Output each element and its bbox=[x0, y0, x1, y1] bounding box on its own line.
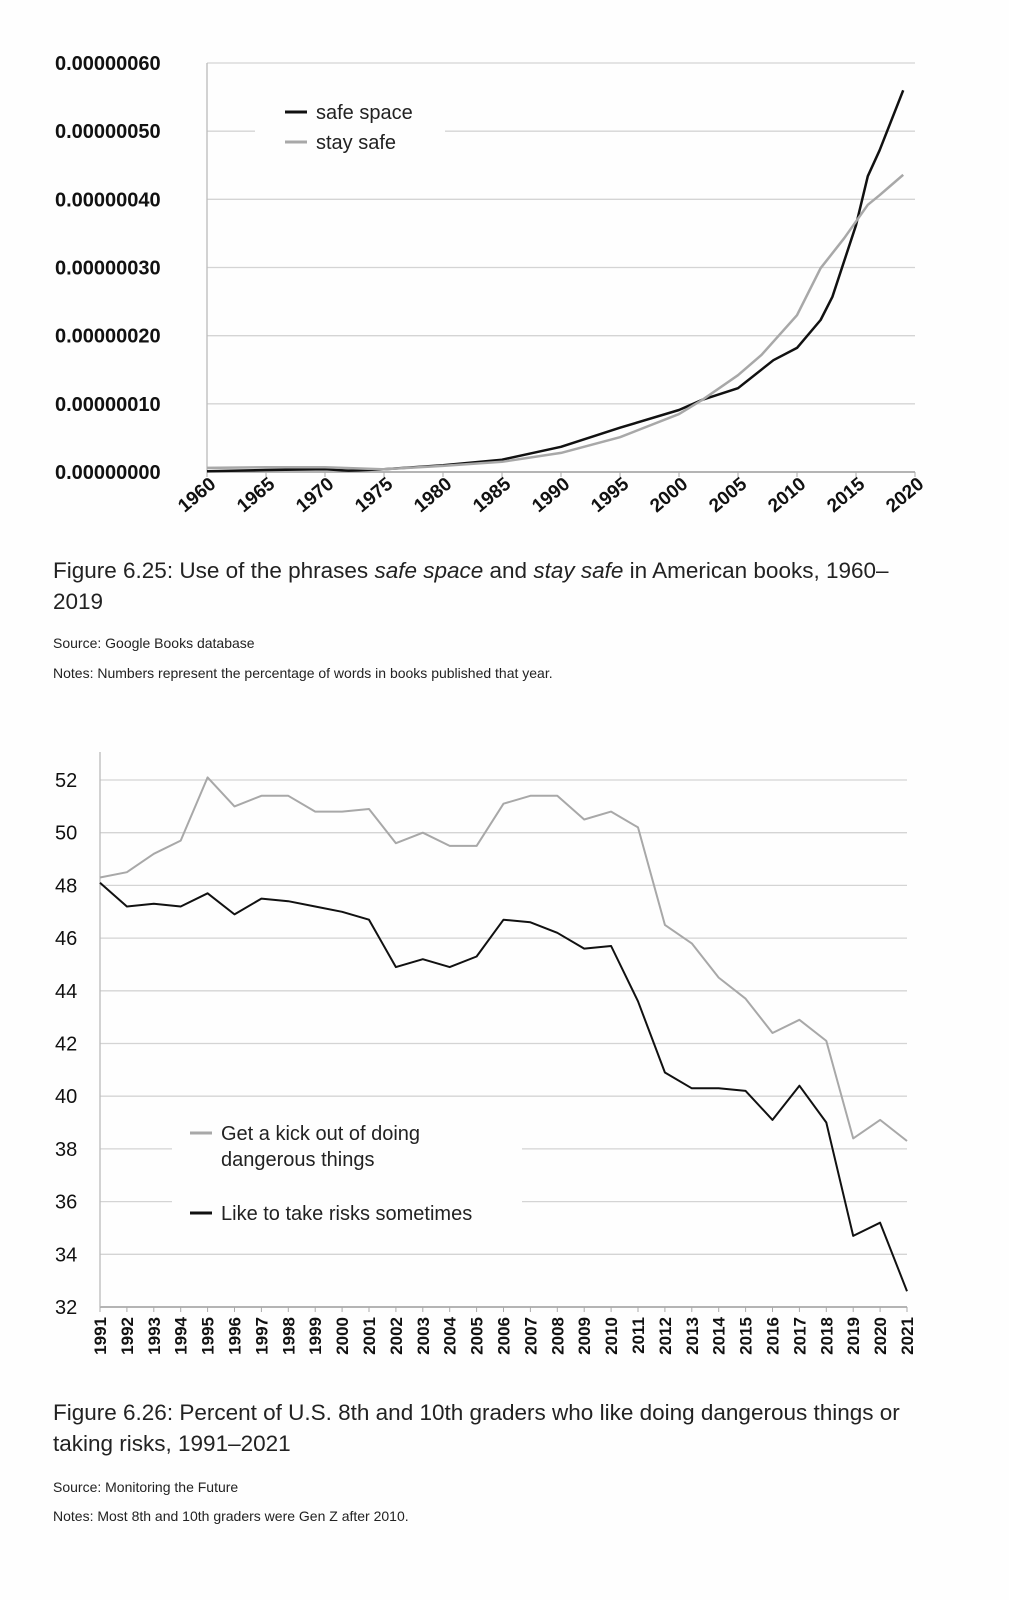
caption-italic: safe space bbox=[374, 558, 484, 583]
x-tick-label: 2002 bbox=[387, 1317, 406, 1355]
series-line-stay-safe bbox=[206, 173, 905, 471]
y-tick-label: 46 bbox=[55, 928, 77, 950]
x-tick-label: 2018 bbox=[817, 1317, 836, 1355]
legend-label: Like to take risks sometimes bbox=[221, 1203, 472, 1225]
x-tick-label: 1994 bbox=[172, 1316, 191, 1354]
x-tick-label: 2010 bbox=[602, 1317, 621, 1355]
x-tick-label: 2012 bbox=[656, 1317, 675, 1355]
x-tick-label: 2007 bbox=[521, 1317, 540, 1355]
y-tick-label: 50 bbox=[55, 823, 77, 845]
caption-text: Figure 6.25: Use of the phrases bbox=[53, 558, 375, 583]
y-tick-label: 34 bbox=[55, 1244, 77, 1266]
x-tick-label: 1999 bbox=[306, 1317, 325, 1355]
y-tick-label: 0.00000020 bbox=[55, 326, 161, 348]
caption-italic: stay safe bbox=[533, 558, 624, 583]
x-tick-label: 2013 bbox=[683, 1317, 702, 1355]
x-tick-label: 1998 bbox=[279, 1317, 298, 1355]
figure-6-25-caption: Figure 6.25: Use of the phrases safe spa… bbox=[53, 555, 933, 617]
y-tick-label: 36 bbox=[55, 1192, 77, 1214]
legend-label: stay safe bbox=[316, 132, 396, 154]
x-tick-label: 2021 bbox=[898, 1317, 917, 1355]
x-tick-label: 2001 bbox=[360, 1317, 379, 1355]
x-tick-label: 1993 bbox=[145, 1317, 164, 1355]
y-tick-label: 0.00000010 bbox=[55, 394, 161, 416]
series-line-get-a-kick-out-of-doing-dangerous-things bbox=[99, 776, 908, 1142]
figure-6-25-source: Source: Google Books database bbox=[53, 635, 255, 651]
x-tick-label: 1991 bbox=[91, 1317, 110, 1355]
y-tick-label: 0.00000000 bbox=[55, 462, 161, 484]
y-tick-label: 52 bbox=[55, 770, 77, 792]
figure-6-26-caption: Figure 6.26: Percent of U.S. 8th and 10t… bbox=[53, 1400, 900, 1456]
x-tick-label: 2020 bbox=[871, 1317, 890, 1355]
x-tick-label: 2014 bbox=[710, 1316, 729, 1354]
chart-safe-space: 0.00000000 0.00000010 0.00000020 0.00000030… bbox=[55, 53, 928, 517]
y-tick-label: 40 bbox=[55, 1086, 77, 1108]
x-tick-label: 2015 bbox=[737, 1317, 756, 1355]
x-tick-label: 1997 bbox=[252, 1317, 271, 1355]
series-line-safe-space bbox=[206, 89, 905, 473]
x-tick-label: 2008 bbox=[548, 1317, 567, 1355]
figure-6-26-source: Source: Monitoring the Future bbox=[53, 1479, 239, 1495]
y-tick-label: 38 bbox=[55, 1139, 77, 1161]
y-tick-label: 0.00000050 bbox=[55, 121, 161, 143]
legend-background bbox=[172, 1118, 522, 1236]
x-tick-label: 1992 bbox=[118, 1317, 137, 1355]
y-tick-label: 0.00000030 bbox=[55, 258, 161, 280]
x-tick-label: 2017 bbox=[790, 1317, 809, 1355]
x-tick-label: 2005 bbox=[468, 1317, 487, 1355]
x-tick-label: 2019 bbox=[844, 1317, 863, 1355]
caption-text: and bbox=[483, 558, 534, 583]
series-line-like-to-take-risks-sometimes bbox=[99, 882, 908, 1292]
legend-background bbox=[255, 95, 445, 157]
x-tick-label: 2006 bbox=[495, 1317, 514, 1355]
x-tick-label: 2000 bbox=[333, 1317, 352, 1355]
x-tick-label: 2011 bbox=[629, 1317, 648, 1354]
y-tick-label: 48 bbox=[55, 875, 77, 897]
y-tick-label: 32 bbox=[55, 1297, 77, 1319]
y-tick-label: 44 bbox=[55, 981, 77, 1003]
chart-risk-taking: 32 34 36 38 40 42 44 46 48 50 52 1991 1992 1993 1994 19… bbox=[55, 752, 917, 1355]
legend-label: safe space bbox=[316, 102, 413, 124]
legend-label: Get a kick out of doing bbox=[221, 1123, 420, 1145]
x-tick-label: 1995 bbox=[199, 1317, 218, 1355]
caption-text: in American books, 1960–2019 bbox=[53, 558, 889, 614]
y-tick-label: 42 bbox=[55, 1034, 77, 1056]
figure-6-25-notes: Notes: Numbers represent the percentage … bbox=[53, 665, 553, 681]
x-tick-label: 2016 bbox=[764, 1317, 783, 1355]
x-tick-label: 2003 bbox=[414, 1317, 433, 1355]
x-tick-label: 1996 bbox=[226, 1317, 245, 1355]
legend-label: dangerous things bbox=[221, 1149, 374, 1171]
y-tick-label: 0.00000040 bbox=[55, 189, 161, 211]
figure-6-26-notes: Notes: Most 8th and 10th graders were Ge… bbox=[53, 1508, 409, 1524]
x-tick-label: 2004 bbox=[441, 1316, 460, 1354]
x-tick-label: 2009 bbox=[575, 1317, 594, 1355]
y-tick-label: 0.00000060 bbox=[55, 53, 161, 75]
